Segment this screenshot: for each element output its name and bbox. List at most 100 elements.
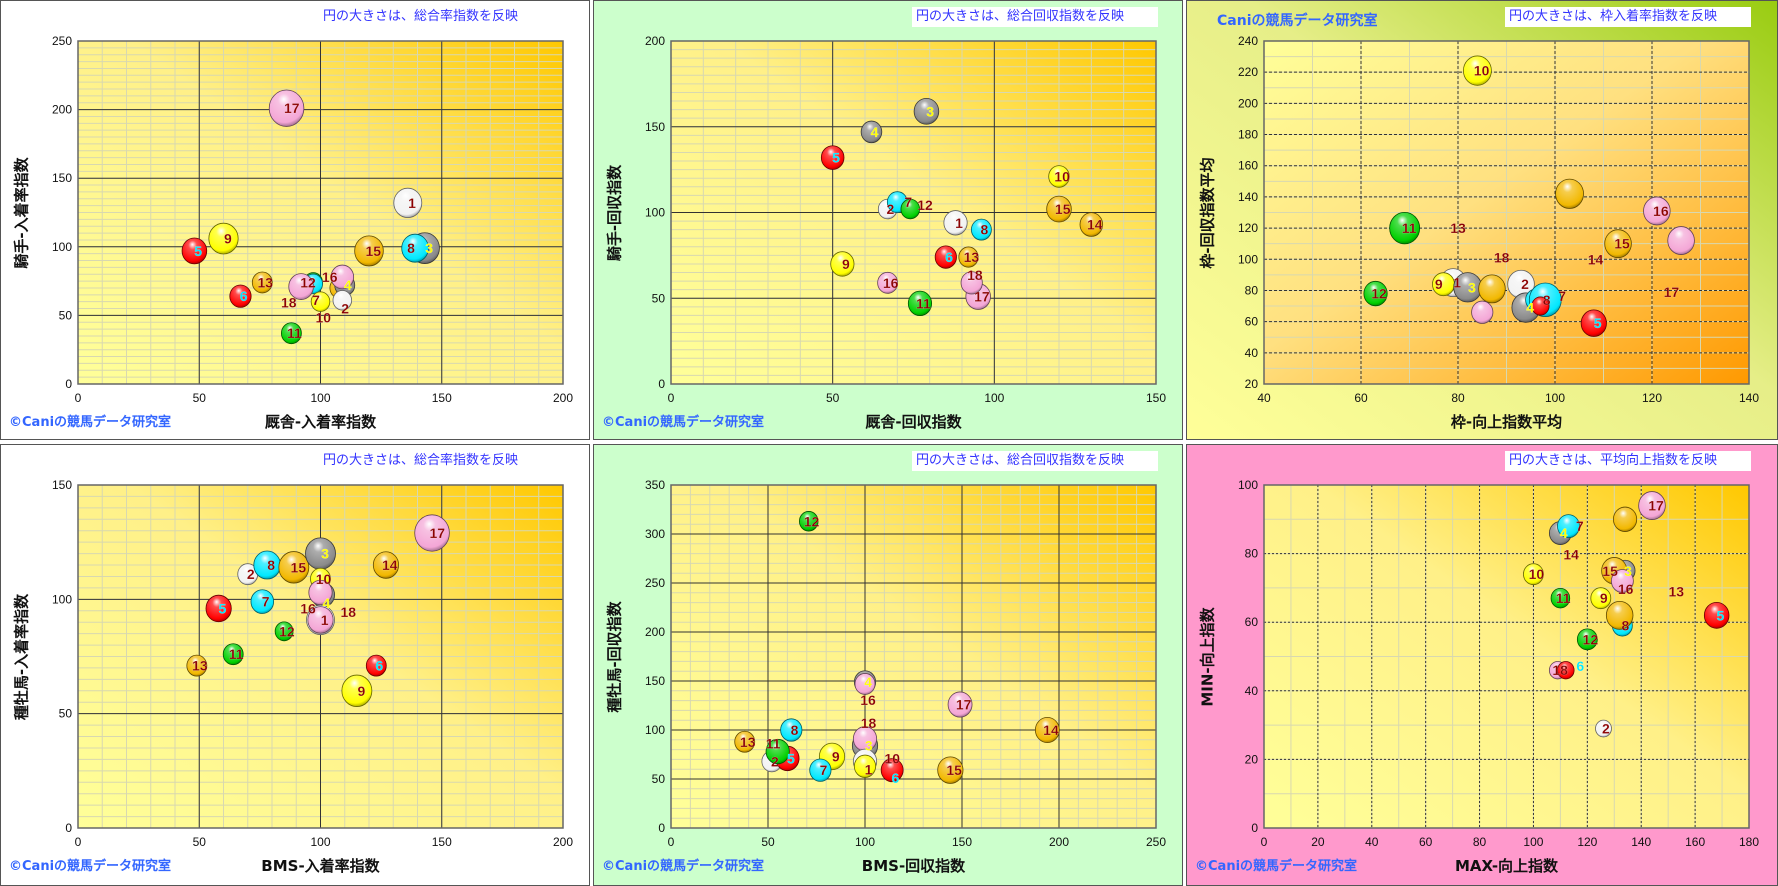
bubble-horse-17[interactable] [947, 691, 973, 718]
bubble-horse-12[interactable] [1576, 628, 1598, 651]
bubble-label-12: 12 [300, 274, 316, 290]
bubble-horse-14[interactable] [372, 551, 400, 579]
bubble-label-16: 16 [1653, 203, 1669, 219]
bubble-horse-9[interactable] [1590, 587, 1612, 610]
bubble-horse-12[interactable] [1363, 280, 1388, 307]
bubble-size-note: 円の大きさは、総合率指数を反映 [323, 9, 519, 24]
bubble-horse-10[interactable] [1462, 55, 1492, 86]
bubble-horse-6[interactable] [1557, 661, 1575, 680]
bubble-horse-2[interactable] [332, 290, 353, 311]
bubble-horse-18[interactable] [307, 606, 334, 634]
bubble-horse-16[interactable] [854, 673, 876, 695]
bubble-horse-6[interactable] [365, 654, 387, 677]
bubble-label-4: 4 [323, 595, 331, 611]
bubble-size-note: 円の大きさは、平均向上指数を反映 [1505, 451, 1751, 471]
bubble-horse-14[interactable] [1605, 600, 1634, 630]
bubble-horse-6[interactable] [880, 758, 904, 783]
bubble-horse-9[interactable] [341, 674, 373, 707]
bubble-horse-13[interactable] [251, 271, 273, 294]
bubble-horse-10[interactable] [310, 291, 331, 312]
y-tick-label: 40 [1245, 684, 1259, 698]
bubble-horse-17[interactable] [414, 514, 450, 552]
y-tick-label: 140 [1238, 190, 1258, 204]
bubble-horse-7[interactable] [809, 758, 832, 782]
bubble-horse-17[interactable] [1667, 226, 1695, 255]
bubble-horse-11[interactable] [907, 290, 933, 317]
chart-panel-stable-jockey-rate: 0 50 100 150 200 0 50 100 150 200 250 17 1 9 5 15 3 8 4 16 1… [0, 0, 590, 440]
bubble-horse-1[interactable] [393, 187, 423, 218]
x-tick-label: 0 [75, 391, 82, 405]
bubble-horse-12[interactable] [799, 511, 819, 532]
bubble-horse-10[interactable] [1048, 165, 1070, 188]
bubble-horse-2[interactable] [1595, 719, 1612, 738]
bubble-horse-3[interactable] [913, 97, 940, 125]
bubble-horse-5[interactable] [1703, 601, 1730, 629]
bubble-horse-9[interactable] [208, 222, 239, 255]
bubble-horse-5[interactable] [181, 237, 208, 265]
bubble-label-4: 4 [1560, 525, 1568, 541]
bubble-horse-13[interactable] [734, 730, 756, 753]
bubble-horse-10[interactable] [1523, 563, 1544, 586]
x-tick-label: 50 [761, 835, 775, 849]
bubble-label-17: 17 [974, 289, 990, 305]
bubble-horse-5[interactable] [205, 594, 232, 623]
bubble-horse-5[interactable] [1580, 309, 1607, 337]
bubble-horse-12[interactable] [900, 198, 920, 220]
bubble-horse-11[interactable] [280, 322, 302, 345]
bubble-horse-11[interactable] [1389, 211, 1421, 245]
bubble-horse-15[interactable] [1604, 229, 1632, 259]
bubble-horse-8[interactable] [970, 218, 992, 241]
bubble-label-17: 17 [284, 100, 300, 116]
bubble-horse-1[interactable] [943, 210, 968, 236]
bubble-horse-11[interactable] [765, 738, 790, 765]
bubble-label-10: 10 [1054, 168, 1070, 184]
bubble-label-4: 4 [871, 124, 879, 140]
bubble-horse-11[interactable] [1550, 587, 1571, 609]
x-tick-label: 120 [1577, 835, 1597, 849]
bubble-horse-17[interactable] [268, 89, 305, 127]
y-tick-label: 60 [1245, 315, 1259, 329]
bubble-horse-15[interactable] [278, 551, 310, 584]
bubble-horse-15[interactable] [1046, 195, 1072, 223]
bubble-label-8: 8 [1621, 618, 1629, 634]
y-tick-label: 250 [52, 34, 72, 48]
bubble-label-18: 18 [967, 267, 983, 283]
bubble-horse-18[interactable] [288, 273, 314, 300]
bubble-horse-5[interactable] [820, 145, 845, 170]
bubble-horse-16[interactable] [1610, 569, 1634, 593]
bubble-horse-13[interactable] [1612, 506, 1638, 532]
bubble-horse-11[interactable] [222, 643, 244, 666]
bubble-horse-14[interactable] [1079, 212, 1104, 237]
bubble-horse-7[interactable] [1557, 514, 1580, 539]
bubble-horse-12[interactable] [274, 621, 294, 642]
bubble-horse-16[interactable] [330, 264, 355, 290]
bubble-horse-7[interactable] [250, 589, 275, 614]
x-tick-label: 150 [952, 835, 972, 849]
bubble-horse-18[interactable] [1471, 300, 1494, 324]
bubble-horse-13[interactable] [1478, 274, 1506, 304]
bubble-horse-17[interactable] [1638, 491, 1666, 520]
bubble-horse-15[interactable] [937, 756, 964, 784]
bubble-horse-8[interactable] [780, 718, 803, 742]
bubble-horse-8[interactable] [401, 233, 429, 263]
bubble-horse-6[interactable] [934, 245, 957, 269]
bubble-horse-4[interactable] [860, 120, 883, 144]
y-tick-label: 50 [652, 772, 666, 786]
bubble-horse-14[interactable] [1555, 178, 1584, 209]
bubble-horse-14[interactable] [1034, 716, 1060, 743]
bubble-horse-13[interactable] [186, 654, 208, 677]
bubble-horse-16[interactable] [308, 579, 333, 606]
x-tick-label: 200 [553, 391, 573, 405]
x-tick-label: 100 [855, 835, 875, 849]
bubble-horse-16[interactable] [877, 271, 899, 294]
bubble-horse-16[interactable] [1643, 196, 1671, 226]
bubble-horse-15[interactable] [354, 235, 384, 267]
bubble-horse-9[interactable] [830, 251, 855, 277]
y-tick-label: 20 [1245, 377, 1259, 391]
bubble-horse-10[interactable] [853, 754, 877, 778]
y-tick-label: 150 [645, 120, 665, 134]
bubble-horse-6[interactable] [1531, 296, 1550, 316]
bubble-horse-18[interactable] [960, 271, 983, 295]
bubble-horse-6[interactable] [229, 284, 252, 308]
bubble-horse-13[interactable] [958, 246, 979, 268]
